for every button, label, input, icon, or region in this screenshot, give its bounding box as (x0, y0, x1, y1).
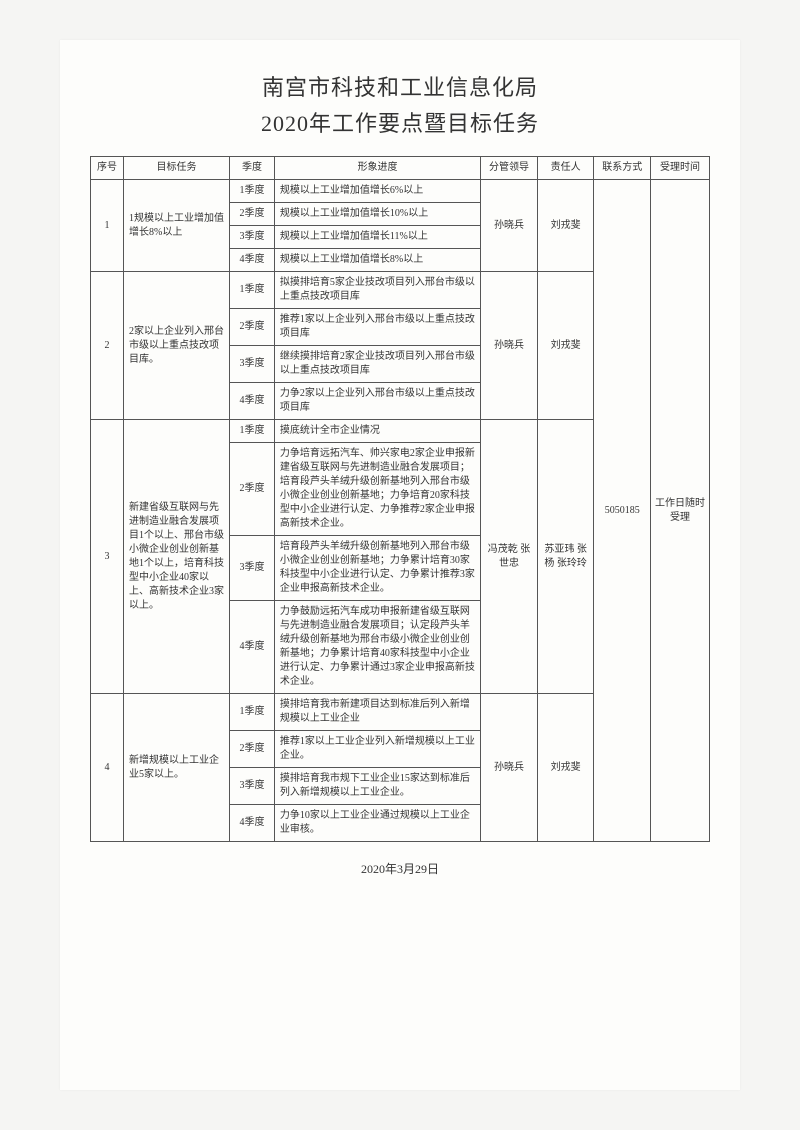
cell-desc: 拟摸排培育5家企业技改项目列入邢台市级以上重点技改项目库 (274, 272, 480, 309)
cell-desc: 规模以上工业增加值增长10%以上 (274, 203, 480, 226)
cell-quarter: 3季度 (230, 536, 275, 601)
title-line-2: 2020年工作要点暨目标任务 (90, 106, 710, 138)
cell-responsible: 刘戎斐 (537, 694, 594, 842)
col-contact: 联系方式 (594, 157, 651, 180)
footer-date: 2020年3月29日 (90, 860, 710, 877)
cell-quarter: 2季度 (230, 731, 275, 768)
cell-quarter: 2季度 (230, 443, 275, 536)
cell-leader: 冯茂乾 张世忠 (481, 420, 538, 694)
cell-desc: 摸排培育我市新建项目达到标准后列入新增规模以上工业企业 (274, 694, 480, 731)
cell-leader: 孙晓兵 (481, 180, 538, 272)
document-page: 南宫市科技和工业信息化局 2020年工作要点暨目标任务 序号 目标任务 季度 形… (60, 40, 740, 1090)
cell-responsible: 苏亚玮 张 杨 张玲玲 (537, 420, 594, 694)
cell-task: 新增规模以上工业企业5家以上。 (124, 694, 230, 842)
cell-quarter: 3季度 (230, 346, 275, 383)
cell-seq: 2 (91, 272, 124, 420)
cell-seq: 3 (91, 420, 124, 694)
cell-desc: 培育段芦头羊绒升级创新基地列入邢台市级小微企业创业创新基地；力争累计培育30家科… (274, 536, 480, 601)
cell-quarter: 4季度 (230, 383, 275, 420)
col-progress: 形象进度 (274, 157, 480, 180)
cell-desc: 摸底统计全市企业情况 (274, 420, 480, 443)
cell-quarter: 1季度 (230, 272, 275, 309)
cell-desc: 力争培育远拓汽车、帅兴家电2家企业申报新建省级互联网与先进制造业融合发展项目；培… (274, 443, 480, 536)
cell-quarter: 2季度 (230, 309, 275, 346)
cell-task: 2家以上企业列入邢台市级以上重点技改项目库。 (124, 272, 230, 420)
cell-desc: 规模以上工业增加值增长6%以上 (274, 180, 480, 203)
cell-task: 1规模以上工业增加值增长8%以上 (124, 180, 230, 272)
cell-desc: 规模以上工业增加值增长8%以上 (274, 249, 480, 272)
cell-time: 工作日随时受理 (651, 180, 710, 842)
title-line-1: 南宫市科技和工业信息化局 (90, 70, 710, 102)
cell-quarter: 1季度 (230, 180, 275, 203)
col-seq: 序号 (91, 157, 124, 180)
cell-quarter: 4季度 (230, 805, 275, 842)
cell-quarter: 1季度 (230, 694, 275, 731)
cell-leader: 孙晓兵 (481, 694, 538, 842)
cell-quarter: 4季度 (230, 601, 275, 694)
cell-responsible: 刘戎斐 (537, 272, 594, 420)
cell-desc: 规模以上工业增加值增长11%以上 (274, 226, 480, 249)
cell-task: 新建省级互联网与先进制造业融合发展项目1个以上、邢台市级小微企业创业创新基地1个… (124, 420, 230, 694)
cell-desc: 推荐1家以上企业列入邢台市级以上重点技改项目库 (274, 309, 480, 346)
cell-leader: 孙晓兵 (481, 272, 538, 420)
table-row: 1 1规模以上工业增加值增长8%以上 1季度 规模以上工业增加值增长6%以上 孙… (91, 180, 710, 203)
cell-desc: 力争鼓励远拓汽车成功申报新建省级互联网与先进制造业融合发展项目；认定段芦头羊绒升… (274, 601, 480, 694)
cell-quarter: 3季度 (230, 226, 275, 249)
col-task: 目标任务 (124, 157, 230, 180)
cell-desc: 推荐1家以上工业企业列入新增规模以上工业企业。 (274, 731, 480, 768)
col-time: 受理时间 (651, 157, 710, 180)
col-leader: 分管领导 (481, 157, 538, 180)
cell-quarter: 3季度 (230, 768, 275, 805)
cell-quarter: 2季度 (230, 203, 275, 226)
cell-desc: 力争2家以上企业列入邢台市级以上重点技改项目库 (274, 383, 480, 420)
col-responsible: 责任人 (537, 157, 594, 180)
table-header-row: 序号 目标任务 季度 形象进度 分管领导 责任人 联系方式 受理时间 (91, 157, 710, 180)
cell-quarter: 1季度 (230, 420, 275, 443)
cell-quarter: 4季度 (230, 249, 275, 272)
cell-seq: 1 (91, 180, 124, 272)
cell-desc: 摸排培育我市规下工业企业15家达到标准后列入新增规模以上工业企业。 (274, 768, 480, 805)
cell-desc: 力争10家以上工业企业通过规模以上工业企业审核。 (274, 805, 480, 842)
col-quarter: 季度 (230, 157, 275, 180)
cell-contact: 5050185 (594, 180, 651, 842)
cell-desc: 继续摸排培育2家企业技改项目列入邢台市级以上重点技改项目库 (274, 346, 480, 383)
cell-responsible: 刘戎斐 (537, 180, 594, 272)
tasks-table: 序号 目标任务 季度 形象进度 分管领导 责任人 联系方式 受理时间 1 1规模… (90, 156, 710, 842)
cell-seq: 4 (91, 694, 124, 842)
